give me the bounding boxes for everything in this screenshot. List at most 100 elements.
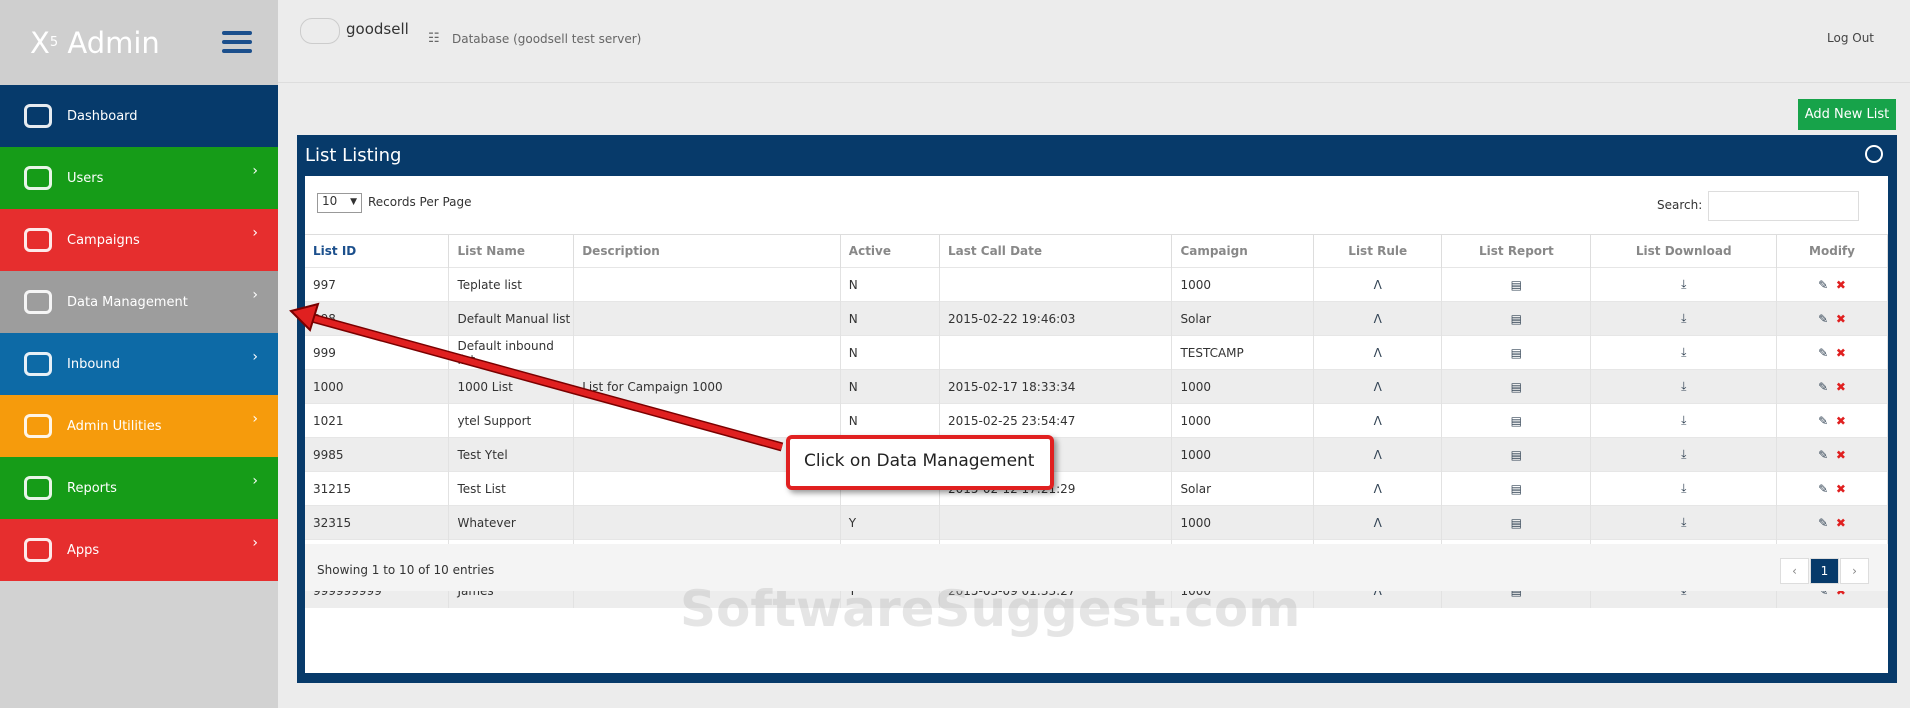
action-cell[interactable]: Λ	[1313, 437, 1443, 472]
callout: Click on Data Management	[786, 435, 1054, 490]
chevron: ›	[252, 163, 258, 179]
cell: N	[840, 335, 940, 370]
column-header[interactable]: Last Call Date	[939, 234, 1173, 268]
info: Showing 1 to 10 of 10 entries	[317, 563, 495, 577]
modify-cell[interactable]: ✎ ✖	[1776, 471, 1888, 506]
modify-cell[interactable]: ✎ ✖	[1776, 403, 1888, 438]
action-cell[interactable]: Λ	[1313, 471, 1443, 506]
modify-cell[interactable]: ✎ ✖	[1776, 267, 1888, 302]
page-button[interactable]: ‹	[1780, 558, 1809, 584]
action-cell[interactable]: ⤓	[1590, 471, 1778, 506]
menu-item[interactable]: Reports ›	[0, 457, 278, 519]
menu-item[interactable]: Dashboard	[0, 85, 278, 147]
action-cell[interactable]: ⤓	[1590, 301, 1778, 336]
action-cell[interactable]: ⤓	[1590, 335, 1778, 370]
logout[interactable]: Log Out	[1827, 31, 1875, 45]
cell: 2015-02-22 19:46:03	[939, 301, 1173, 336]
menu-icon	[24, 352, 52, 376]
database[interactable]: Database (goodsell test server)	[452, 32, 642, 46]
menu-item[interactable]: Admin Utilities ›	[0, 395, 278, 457]
column-header[interactable]: Modify	[1776, 234, 1888, 268]
action-cell[interactable]: ▤	[1441, 403, 1592, 438]
column-header[interactable]: List Report	[1441, 234, 1592, 268]
cell: 999	[305, 335, 450, 370]
search-input[interactable]	[1708, 191, 1859, 221]
avatar	[300, 18, 340, 44]
modify-cell[interactable]: ✎ ✖	[1776, 301, 1888, 336]
action-cell[interactable]: Λ	[1313, 369, 1443, 404]
column-header[interactable]: List ID	[305, 234, 450, 268]
action-cell[interactable]: ▤	[1441, 437, 1592, 472]
action-cell[interactable]: ⤓	[1590, 437, 1778, 472]
action-cell[interactable]: Λ	[1313, 403, 1443, 438]
cell	[939, 505, 1173, 540]
action-cell[interactable]: ▤	[1441, 369, 1592, 404]
page-button[interactable]: ›	[1840, 558, 1869, 584]
action-cell[interactable]: Λ	[1313, 335, 1443, 370]
cell: 2015-02-25 23:54:47	[939, 403, 1173, 438]
action-cell[interactable]: ⤓	[1590, 505, 1778, 540]
table-row: 9985 Test Ytel 1000 Λ ▤ ⤓ ✎ ✖	[305, 437, 1888, 472]
column-header[interactable]: Description	[573, 234, 841, 268]
cell: ytel Support	[448, 403, 575, 438]
menu-item[interactable]: Data Management ›	[0, 271, 278, 333]
action-cell[interactable]: ⤓	[1590, 369, 1778, 404]
cell: 2015-02-17 18:33:34	[939, 369, 1173, 404]
cell: Whatever	[448, 505, 575, 540]
action-cell[interactable]: ▤	[1441, 267, 1592, 302]
brand-name: Admin	[67, 25, 160, 60]
column-header[interactable]: List Rule	[1313, 234, 1443, 268]
page-button[interactable]: 1	[1810, 558, 1839, 584]
column-header[interactable]: List Download	[1590, 234, 1778, 268]
menu-item[interactable]: Campaigns ›	[0, 209, 278, 271]
cell: Y	[840, 505, 940, 540]
column-header[interactable]: Active	[840, 234, 940, 268]
add-button[interactable]: Add New List	[1798, 99, 1896, 130]
chevron: ›	[252, 225, 258, 241]
column-header[interactable]: List Name	[448, 234, 575, 268]
action-cell[interactable]: ▤	[1441, 335, 1592, 370]
action-cell[interactable]: ⤓	[1590, 403, 1778, 438]
modify-cell[interactable]: ✎ ✖	[1776, 437, 1888, 472]
menu-item[interactable]: Users ›	[0, 147, 278, 209]
cell: N	[840, 369, 940, 404]
cell	[573, 505, 841, 540]
action-cell[interactable]: Λ	[1313, 267, 1443, 302]
menu-item[interactable]: Apps ›	[0, 519, 278, 581]
topbar: goodsell ☷ Database (goodsell test serve…	[278, 0, 1910, 83]
cell: Default inbound list	[448, 335, 575, 370]
cell: Test List	[448, 471, 575, 506]
menu-icon	[24, 228, 52, 252]
cell: Solar	[1171, 471, 1315, 506]
cell: Solar	[1171, 301, 1315, 336]
cell: 9985	[305, 437, 450, 472]
menu-icon	[24, 166, 52, 190]
cell: Test Ytel	[448, 437, 575, 472]
action-cell[interactable]: ⤓	[1590, 267, 1778, 302]
menu-icon	[24, 538, 52, 562]
action-cell[interactable]: ▤	[1441, 471, 1592, 506]
menu-toggle[interactable]	[222, 31, 252, 58]
action-cell[interactable]: ▤	[1441, 301, 1592, 336]
cell	[573, 301, 841, 336]
cell: N	[840, 301, 940, 336]
action-cell[interactable]: ▤	[1441, 505, 1592, 540]
modify-cell[interactable]: ✎ ✖	[1776, 335, 1888, 370]
per-page[interactable]: 10 ▼	[317, 193, 362, 213]
menu-item[interactable]: Inbound ›	[0, 333, 278, 395]
action-cell[interactable]: Λ	[1313, 301, 1443, 336]
column-header[interactable]: Campaign	[1171, 234, 1315, 268]
action-cell[interactable]: Λ	[1313, 505, 1443, 540]
menu-label: Dashboard	[67, 108, 138, 124]
per-page-label: Records Per Page	[368, 195, 472, 209]
per-page-value: 10	[322, 194, 338, 208]
menu-label: Campaigns	[67, 232, 140, 248]
cell: TESTCAMP	[1171, 335, 1315, 370]
cell: N	[840, 267, 940, 302]
menu-label: Reports	[67, 480, 117, 496]
modify-cell[interactable]: ✎ ✖	[1776, 505, 1888, 540]
user: goodsell	[346, 20, 409, 38]
modify-cell[interactable]: ✎ ✖	[1776, 369, 1888, 404]
cell: 1000	[1171, 267, 1315, 302]
